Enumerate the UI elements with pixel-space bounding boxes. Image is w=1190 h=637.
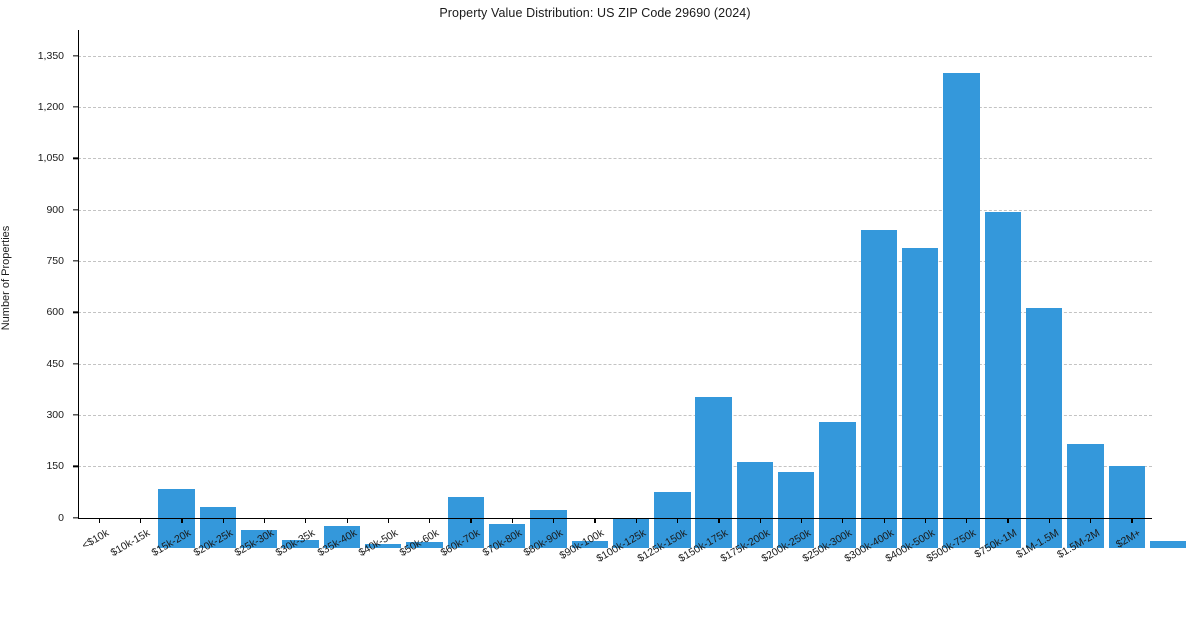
plot-area [78, 30, 1187, 548]
gridline [78, 158, 1152, 160]
y-tick-mark [73, 260, 78, 262]
chart-title: Property Value Distribution: US ZIP Code… [439, 6, 751, 20]
bar[interactable] [612, 518, 650, 548]
y-tick-mark [73, 465, 78, 467]
x-tick-mark [511, 518, 514, 523]
x-tick-mark [181, 518, 183, 523]
y-axis-line [78, 30, 80, 519]
x-tick-mark [1007, 518, 1009, 523]
bar[interactable] [819, 421, 856, 548]
x-tick-mark [305, 518, 307, 523]
x-tick-mark [883, 518, 885, 523]
y-tick-label: 150 [46, 460, 64, 473]
x-tick-mark [800, 518, 803, 523]
x-tick-mark [924, 518, 927, 523]
y-tick-label: 750 [46, 254, 64, 267]
bar[interactable] [1108, 465, 1145, 548]
x-tick-mark [966, 518, 968, 523]
bar[interactable] [447, 497, 484, 548]
bar[interactable] [860, 229, 898, 548]
x-tick-mark [1090, 518, 1092, 523]
gridline [78, 466, 1152, 468]
y-tick-mark [73, 516, 78, 519]
x-tick-mark [470, 518, 472, 523]
x-tick-mark [263, 518, 266, 523]
gridline [78, 363, 1152, 365]
bar[interactable] [1149, 540, 1187, 548]
bar[interactable] [736, 461, 774, 548]
y-tick-mark [73, 55, 78, 57]
bar[interactable] [1067, 444, 1104, 548]
bar[interactable] [654, 492, 691, 548]
y-tick-label: 1,050 [37, 152, 64, 165]
x-tick-mark [222, 518, 224, 523]
y-tick-mark [73, 157, 78, 159]
x-tick-mark [842, 518, 844, 523]
y-tick-label: 450 [46, 357, 64, 370]
bar[interactable] [199, 507, 237, 548]
y-tick-label: 1,350 [37, 49, 64, 62]
y-tick-mark [73, 362, 78, 365]
chart-container: Property Value Distribution: US ZIP Code… [0, 0, 1187, 590]
x-tick-mark [387, 518, 390, 523]
y-tick-mark [73, 106, 78, 108]
x-tick-mark [553, 518, 555, 523]
x-tick-mark [1131, 518, 1133, 523]
y-axis-tick-labels: 0 150 300 450 600 750 900 1,050 1,200 1,350 [0, 0, 78, 590]
bar[interactable] [778, 472, 815, 548]
bar[interactable] [406, 541, 443, 548]
x-axis-line [78, 517, 1152, 519]
bar[interactable] [695, 397, 732, 548]
gridline [78, 55, 1152, 57]
gridline [78, 414, 1152, 416]
y-tick-label: 0 [58, 511, 64, 524]
y-tick-label: 600 [46, 306, 64, 319]
x-tick-mark [676, 518, 679, 523]
bar[interactable] [323, 526, 361, 548]
x-tick-mark [429, 518, 431, 523]
gridline [78, 106, 1152, 108]
bar[interactable] [571, 541, 608, 548]
gridline [78, 312, 1152, 314]
y-tick-mark [73, 311, 78, 313]
x-tick-mark [98, 518, 100, 523]
x-tick-mark [759, 518, 761, 523]
y-tick-label: 1,200 [37, 100, 64, 113]
gridline [78, 209, 1152, 211]
bar[interactable] [282, 540, 319, 548]
x-tick-mark [1048, 518, 1051, 523]
bar-series [156, 60, 1190, 548]
x-tick-mark [718, 518, 720, 523]
bar[interactable] [530, 510, 567, 548]
x-tick-mark [594, 518, 596, 523]
y-tick-mark [73, 414, 78, 416]
bar[interactable] [984, 211, 1021, 548]
y-tick-label: 900 [46, 203, 64, 216]
y-tick-label: 300 [46, 408, 64, 421]
bar[interactable] [902, 247, 939, 548]
y-tick-mark [73, 208, 78, 211]
bar[interactable] [943, 73, 980, 548]
bar[interactable] [241, 530, 278, 548]
x-tick-mark [635, 518, 637, 523]
bar[interactable] [365, 543, 402, 548]
gridline [78, 260, 1152, 262]
bar[interactable] [1025, 308, 1063, 548]
x-tick-mark [139, 518, 142, 523]
bar[interactable] [488, 524, 526, 548]
x-tick-mark [346, 518, 348, 523]
